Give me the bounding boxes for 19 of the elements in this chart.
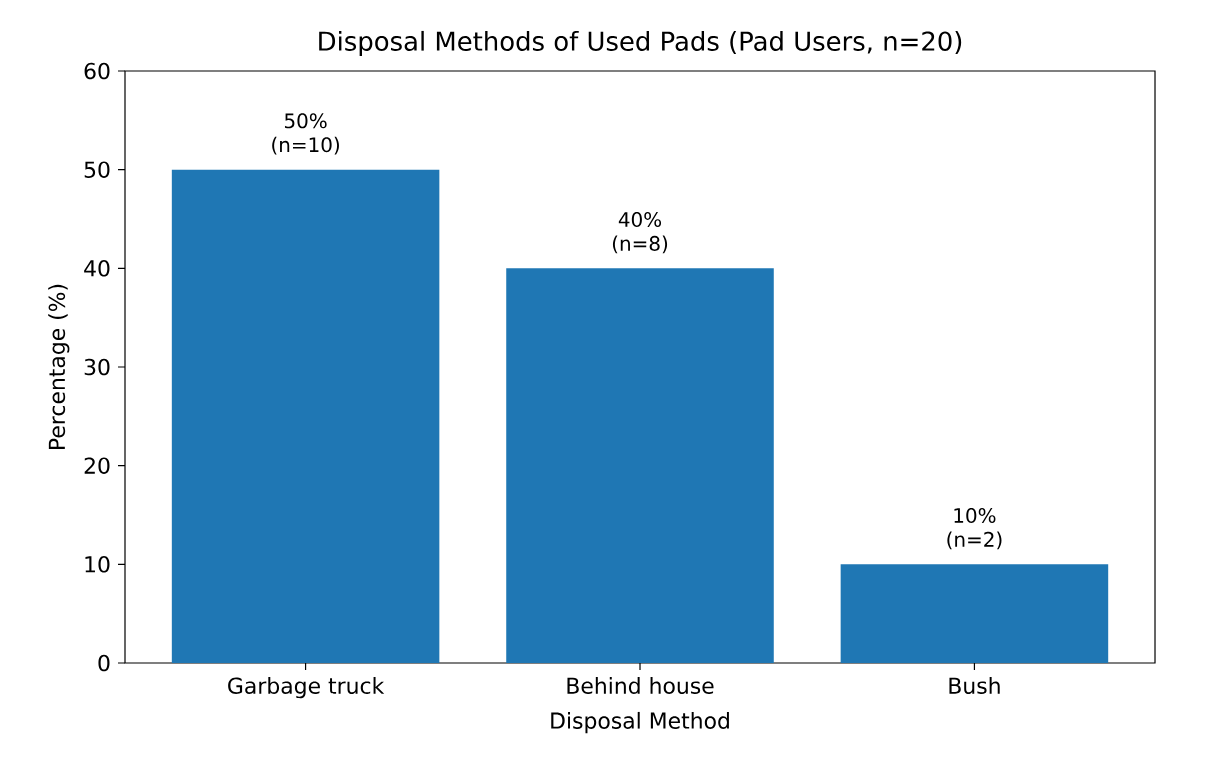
y-tick-label: 10 [85, 556, 110, 573]
y-tick-label: 40 [84, 260, 110, 277]
x-tick-label: Behind house [567, 677, 714, 694]
bar [506, 268, 774, 663]
data-label: 40% (n=8) [612, 211, 668, 254]
bar [171, 169, 440, 663]
y-tick-label: 60 [84, 62, 110, 80]
chart-title: Disposal Methods of Used Pads (Pad Users, n=20) [319, 30, 962, 56]
y-tick-label: 50 [84, 161, 110, 178]
y-tick-label: 30 [84, 358, 110, 376]
data-label: 50% (n=10) [272, 113, 339, 155]
data-label: 10% (n=2) [947, 507, 1002, 550]
bar [840, 564, 1109, 663]
x-tick-label: Garbage truck [228, 677, 385, 699]
y-tick-label: 0 [98, 654, 110, 672]
x-tick-label: Bush [949, 677, 1000, 694]
y-axis-title: Percentage (%) [48, 284, 70, 449]
x-axis-title: Disposal Method [551, 711, 729, 734]
y-tick-label: 20 [84, 457, 110, 474]
